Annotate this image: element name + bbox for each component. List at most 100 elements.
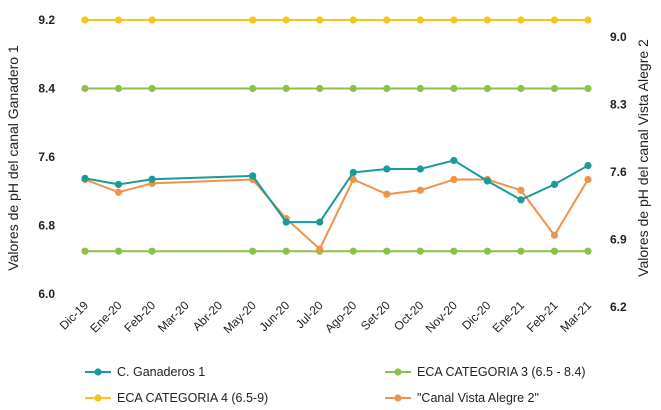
c-ganaderos-1-point: [383, 165, 391, 173]
eca-categoria-3-6-5-8-4-point: [383, 247, 391, 255]
legend-item: ECA CATEGORIA 4 (6.5-9): [85, 391, 268, 405]
eca-categoria-4-6-5-9-point: [416, 16, 424, 24]
eca-categoria-4-6-5-9-point: [148, 16, 156, 24]
c-ganaderos-1-point: [450, 156, 458, 165]
canal-vista-alegre-2-point: [114, 188, 123, 196]
x-tick: Jul-20: [293, 298, 326, 331]
legend-marker: [394, 394, 402, 402]
c-ganaderos-1-point: [81, 174, 89, 183]
x-tick: Feb-21: [524, 298, 561, 335]
eca-categoria-4-6-5-9-point: [114, 16, 123, 24]
right-y-tick: 8.3: [610, 98, 627, 112]
left-y-tick: 6.0: [38, 287, 55, 301]
x-tick: Dic-20: [459, 298, 494, 333]
eca-categoria-4-6-5-9-point: [483, 16, 491, 24]
x-tick: Dic-19: [57, 298, 92, 333]
canal-vista-alegre-2-point: [550, 231, 559, 239]
right-y-axis-label: Valores de pH del canal Vista Alegre 2: [635, 39, 651, 277]
right-y-tick: 7.6: [610, 165, 627, 179]
eca-categoria-4-6-5-9-point: [584, 16, 592, 24]
right-y-tick: 6.2: [610, 300, 627, 314]
c-ganaderos-1-point: [416, 165, 424, 173]
canal-vista-alegre-2-point: [584, 175, 592, 184]
left-y-axis-ticks: 9.2 8.4 7.6 6.8 6.0: [38, 13, 55, 301]
eca-categoria-4-6-5-9-point: [282, 16, 290, 24]
eca-categoria-4-6-5-9-point: [349, 16, 357, 24]
left-y-tick: 6.8: [38, 219, 55, 233]
legend-label: "Canal Vista Alegre 2": [417, 391, 539, 405]
eca-categoria-3-6-5-8-4-upper-point: [450, 84, 458, 93]
canal-vista-alegre-2-point: [349, 175, 357, 184]
eca-categoria-4-6-5-9-point: [249, 16, 257, 24]
left-y-tick: 8.4: [38, 82, 55, 96]
eca-categoria-3-6-5-8-4-point: [550, 247, 559, 255]
x-axis-ticks: Dic-19Ene-20Feb-20Mar-20Abr-20May-20Jun-…: [57, 298, 595, 336]
c-ganaderos-1-point: [349, 168, 357, 177]
x-tick: Feb-20: [121, 298, 158, 335]
c-ganaderos-1-point: [316, 218, 324, 226]
eca-categoria-3-6-5-8-4-upper-point: [349, 84, 357, 93]
c-ganaderos-1-line: [84, 159, 589, 224]
eca-categoria-3-6-5-8-4-point: [517, 247, 525, 255]
eca-categoria-3-6-5-8-4-upper-point: [81, 84, 89, 93]
x-tick: Ene-20: [87, 298, 124, 335]
x-tick: Oct-20: [391, 298, 427, 334]
eca-categoria-3-6-5-8-4-upper-point: [483, 84, 491, 93]
eca-categoria-3-6-5-8-4-point: [114, 247, 123, 255]
eca-categoria-3-6-5-8-4-upper-point: [114, 84, 123, 93]
legend-item: "Canal Vista Alegre 2": [385, 391, 539, 405]
canal-vista-alegre-2-point: [450, 175, 458, 184]
eca-categoria-3-6-5-8-4-point: [450, 247, 458, 255]
eca-categoria-4-6-5-9-point: [450, 16, 458, 24]
left-y-tick: 7.6: [38, 150, 55, 164]
eca-categoria-4-6-5-9-point: [550, 16, 559, 24]
eca-categoria-3-6-5-8-4-point: [349, 247, 357, 255]
legend-item: ECA CATEGORIA 3 (6.5 - 8.4): [385, 365, 586, 379]
eca-categoria-3-6-5-8-4-upper-point: [517, 84, 525, 93]
x-tick: Ago-20: [322, 298, 359, 335]
c-ganaderos-1-point: [483, 177, 491, 185]
x-tick: May-20: [221, 298, 259, 336]
legend-marker: [94, 368, 102, 376]
legend: C. Ganaderos 1 ECA CATEGORIA 3 (6.5 - 8.4…: [85, 365, 586, 405]
eca-categoria-3-6-5-8-4-upper-point: [316, 84, 324, 93]
right-y-tick: 9.0: [610, 30, 627, 44]
legend-label: C. Ganaderos 1: [117, 365, 205, 379]
eca-categoria-3-6-5-8-4-point: [416, 247, 424, 255]
left-y-axis-label: Valores de pH del canal Ganadero 1: [5, 45, 21, 271]
eca-categoria-3-6-5-8-4-upper-point: [282, 84, 290, 93]
eca-categoria-3-6-5-8-4-upper-point: [383, 84, 391, 93]
eca-categoria-4-6-5-9-point: [383, 16, 391, 24]
eca-categoria-3-6-5-8-4-point: [282, 247, 290, 255]
c-ganaderos-1-point: [550, 180, 559, 188]
eca-categoria-4-6-5-9-point: [316, 16, 324, 24]
legend-label: ECA CATEGORIA 4 (6.5-9): [117, 391, 268, 405]
eca-categoria-3-6-5-8-4-point: [483, 247, 491, 255]
canal-vista-alegre-2-point: [416, 186, 424, 194]
eca-categoria-3-6-5-8-4-point: [81, 247, 89, 255]
c-ganaderos-1-point: [517, 196, 525, 204]
x-tick: Jun-20: [256, 298, 292, 334]
eca-categoria-4-6-5-9-point: [81, 16, 89, 24]
eca-categoria-3-6-5-8-4-upper-point: [249, 84, 257, 93]
legend-item: C. Ganaderos 1: [85, 365, 205, 379]
legend-marker: [394, 368, 402, 376]
canal-vista-alegre-2-point: [316, 245, 324, 253]
x-tick: Ene-21: [490, 298, 527, 335]
x-tick: Nov-20: [423, 298, 460, 335]
legend-marker: [94, 394, 102, 402]
eca-categoria-3-6-5-8-4-point: [148, 247, 156, 255]
eca-categoria-3-6-5-8-4-upper-point: [584, 84, 592, 93]
canal-vista-alegre-2-point: [383, 190, 391, 198]
right-y-axis-ticks: 9.0 8.3 7.6 6.9 6.2: [610, 30, 627, 314]
c-ganaderos-1-point: [584, 161, 592, 170]
x-tick: Set-20: [358, 298, 393, 333]
c-ganaderos-1-point: [148, 175, 156, 183]
series-layer: [81, 16, 592, 255]
eca-categoria-3-6-5-8-4-upper-point: [148, 84, 156, 93]
left-y-tick: 9.2: [38, 13, 55, 27]
eca-categoria-3-6-5-8-4-upper-point: [550, 84, 559, 93]
eca-categoria-3-6-5-8-4-point: [249, 247, 257, 255]
x-tick: Mar-20: [155, 298, 192, 335]
eca-categoria-3-6-5-8-4-point: [584, 247, 592, 255]
